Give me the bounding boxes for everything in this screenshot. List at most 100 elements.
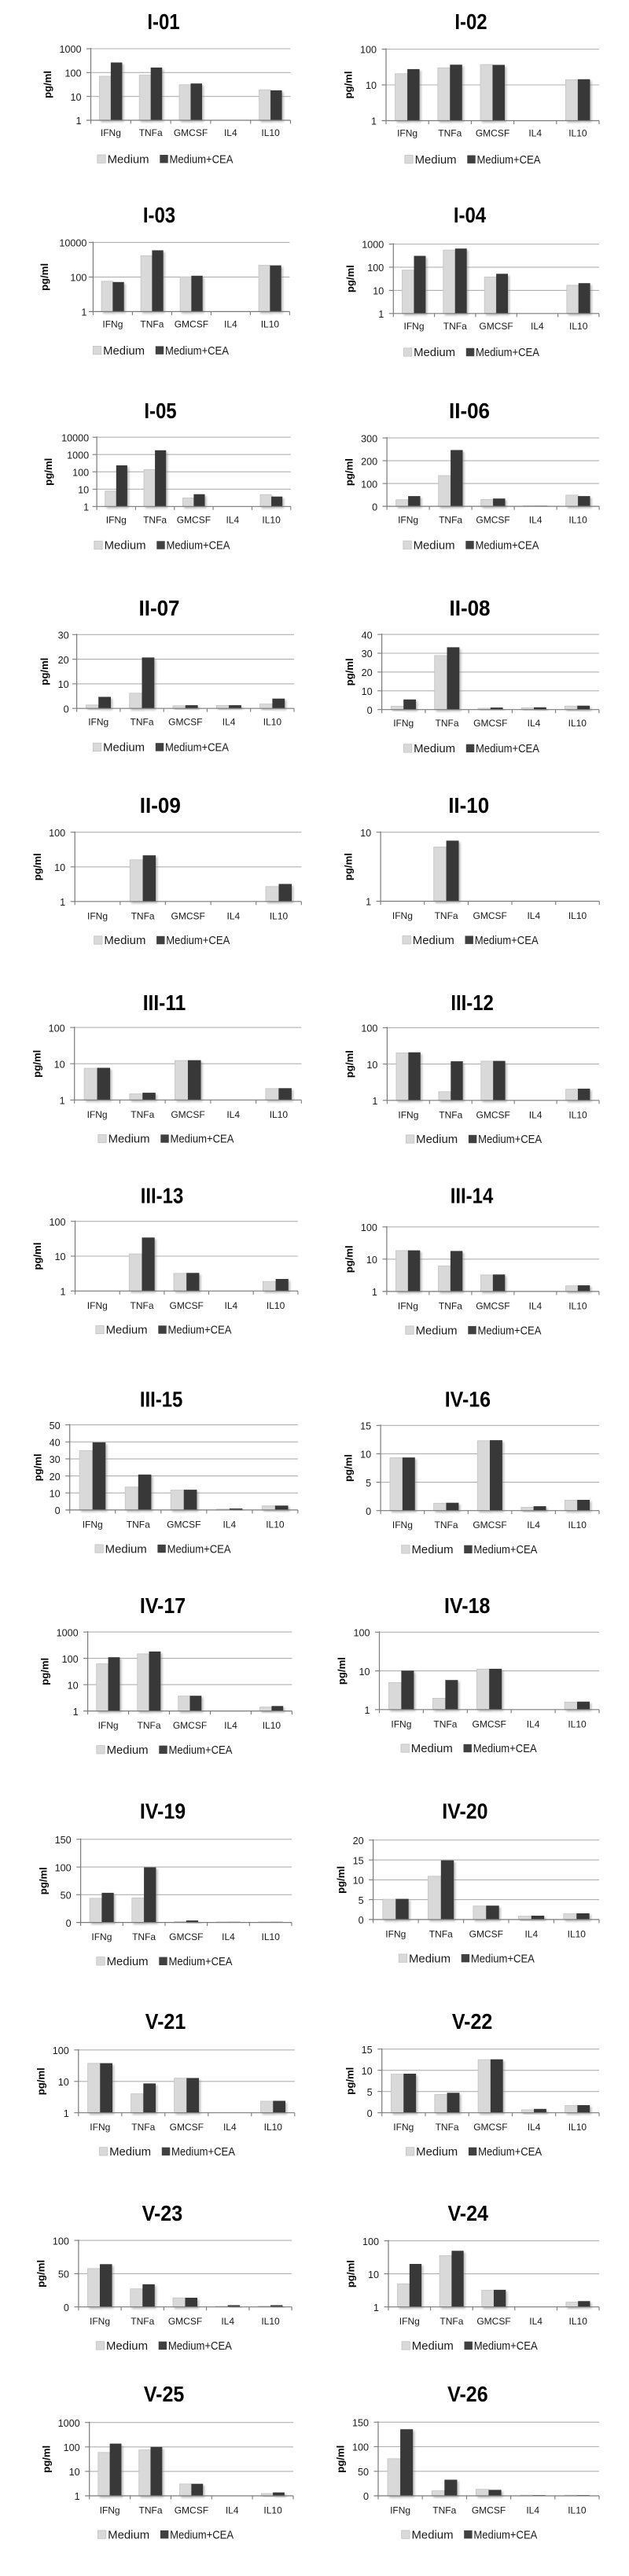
- svg-text:Medium+CEA: Medium+CEA: [478, 1134, 542, 1146]
- svg-text:IL10: IL10: [568, 515, 587, 526]
- svg-text:IFNg: IFNg: [88, 717, 109, 728]
- svg-text:1000: 1000: [57, 1627, 79, 1638]
- svg-text:IL10: IL10: [569, 2316, 588, 2327]
- svg-text:IL10: IL10: [568, 1718, 587, 1729]
- svg-text:0: 0: [366, 1506, 371, 1517]
- svg-text:I-03: I-03: [143, 203, 175, 227]
- svg-text:Medium: Medium: [105, 540, 146, 553]
- svg-text:pg/ml: pg/ml: [344, 2067, 355, 2095]
- svg-text:TNFa: TNFa: [140, 319, 164, 330]
- svg-text:GMCSF: GMCSF: [479, 321, 513, 332]
- svg-text:10: 10: [69, 2467, 80, 2478]
- svg-text:Medium+CEA: Medium+CEA: [475, 935, 539, 947]
- svg-text:Medium: Medium: [409, 1953, 451, 1965]
- svg-text:100: 100: [53, 2236, 69, 2247]
- svg-text:I-04: I-04: [454, 203, 487, 227]
- svg-text:Medium: Medium: [416, 2146, 458, 2159]
- svg-text:150: 150: [55, 1835, 72, 1846]
- svg-text:100: 100: [49, 828, 65, 839]
- svg-text:IL10: IL10: [568, 1520, 587, 1531]
- svg-text:IFNg: IFNg: [91, 1931, 112, 1942]
- svg-text:IL4: IL4: [226, 2505, 239, 2516]
- svg-text:100: 100: [352, 2442, 369, 2453]
- svg-text:Medium: Medium: [107, 1744, 149, 1757]
- svg-text:1: 1: [60, 1096, 65, 1107]
- svg-text:1: 1: [81, 307, 86, 318]
- svg-text:I-01: I-01: [147, 9, 179, 34]
- svg-text:IL10: IL10: [267, 1300, 285, 1311]
- svg-text:TNFa: TNFa: [440, 2316, 463, 2327]
- svg-text:IL4: IL4: [527, 1520, 540, 1531]
- svg-text:pg/ml: pg/ml: [336, 1657, 348, 1685]
- svg-text:15: 15: [360, 1421, 371, 1432]
- svg-text:TNFa: TNFa: [139, 127, 163, 138]
- svg-text:1: 1: [366, 897, 371, 908]
- svg-text:GMCSF: GMCSF: [170, 2122, 204, 2133]
- svg-text:III-11: III-11: [143, 990, 186, 1015]
- svg-text:1: 1: [83, 502, 89, 513]
- svg-text:1000: 1000: [67, 450, 89, 461]
- svg-text:IFNg: IFNg: [391, 1718, 411, 1729]
- svg-text:0: 0: [367, 2108, 373, 2119]
- svg-text:Medium: Medium: [103, 742, 145, 755]
- svg-text:100: 100: [353, 1628, 370, 1639]
- svg-text:Medium: Medium: [411, 1743, 453, 1755]
- svg-text:pg/ml: pg/ml: [39, 263, 50, 291]
- svg-text:40: 40: [362, 630, 373, 641]
- svg-text:TNFa: TNFa: [435, 1520, 458, 1531]
- svg-text:10: 10: [366, 80, 377, 91]
- svg-text:1: 1: [75, 2491, 80, 2502]
- svg-text:10: 10: [54, 1251, 65, 1262]
- svg-text:IL4: IL4: [528, 128, 542, 139]
- svg-text:Medium+CEA: Medium+CEA: [473, 2529, 537, 2541]
- svg-text:GMCSF: GMCSF: [476, 128, 509, 139]
- svg-text:100: 100: [70, 273, 86, 284]
- svg-text:Medium+CEA: Medium+CEA: [478, 2146, 542, 2159]
- svg-text:TNFa: TNFa: [433, 1718, 457, 1729]
- svg-text:IV-20: IV-20: [442, 1799, 487, 1823]
- svg-text:IL4: IL4: [223, 717, 236, 728]
- svg-text:IFNg: IFNg: [390, 2505, 410, 2516]
- svg-text:100: 100: [62, 1654, 79, 1665]
- svg-text:TNFa: TNFa: [443, 321, 467, 332]
- svg-text:100: 100: [362, 2236, 379, 2247]
- svg-text:IL10: IL10: [568, 910, 587, 921]
- svg-text:100: 100: [49, 1023, 65, 1034]
- svg-text:IFNg: IFNg: [398, 1109, 418, 1120]
- svg-text:pg/ml: pg/ml: [35, 2260, 47, 2288]
- svg-text:TNFa: TNFa: [131, 717, 154, 728]
- svg-text:Medium: Medium: [414, 540, 455, 553]
- svg-text:GMCSF: GMCSF: [472, 2505, 506, 2516]
- svg-text:IFNg: IFNg: [106, 515, 127, 526]
- svg-text:1: 1: [371, 116, 377, 127]
- svg-text:Medium+CEA: Medium+CEA: [171, 2146, 235, 2159]
- svg-text:10: 10: [362, 2066, 373, 2077]
- svg-text:Medium: Medium: [412, 2529, 454, 2541]
- svg-text:V-25: V-25: [144, 2382, 185, 2406]
- svg-text:0: 0: [64, 704, 69, 715]
- svg-text:10: 10: [360, 828, 371, 839]
- svg-text:10: 10: [54, 862, 65, 873]
- svg-text:I-02: I-02: [454, 9, 487, 34]
- svg-text:Medium: Medium: [416, 1134, 458, 1146]
- svg-text:IL10: IL10: [568, 1928, 587, 1939]
- svg-text:50: 50: [61, 1891, 72, 1902]
- svg-text:IFNg: IFNg: [398, 1300, 418, 1311]
- svg-text:IL10: IL10: [262, 515, 281, 526]
- svg-text:GMCSF: GMCSF: [170, 1300, 204, 1311]
- svg-text:I-05: I-05: [144, 399, 176, 423]
- svg-text:IL4: IL4: [529, 1300, 543, 1311]
- svg-text:pg/ml: pg/ml: [343, 1454, 355, 1482]
- svg-text:pg/ml: pg/ml: [31, 1243, 43, 1270]
- svg-text:1: 1: [60, 897, 65, 908]
- svg-text:IL10: IL10: [261, 319, 280, 330]
- svg-text:100: 100: [55, 1862, 72, 1873]
- svg-text:pg/ml: pg/ml: [335, 1866, 347, 1894]
- svg-text:TNFa: TNFa: [131, 910, 155, 921]
- svg-text:15: 15: [353, 1855, 364, 1866]
- svg-text:IL4: IL4: [226, 515, 239, 526]
- svg-text:10: 10: [368, 2269, 379, 2280]
- svg-text:IFNg: IFNg: [87, 910, 108, 921]
- svg-text:20: 20: [58, 655, 69, 666]
- svg-text:10: 10: [366, 1255, 377, 1266]
